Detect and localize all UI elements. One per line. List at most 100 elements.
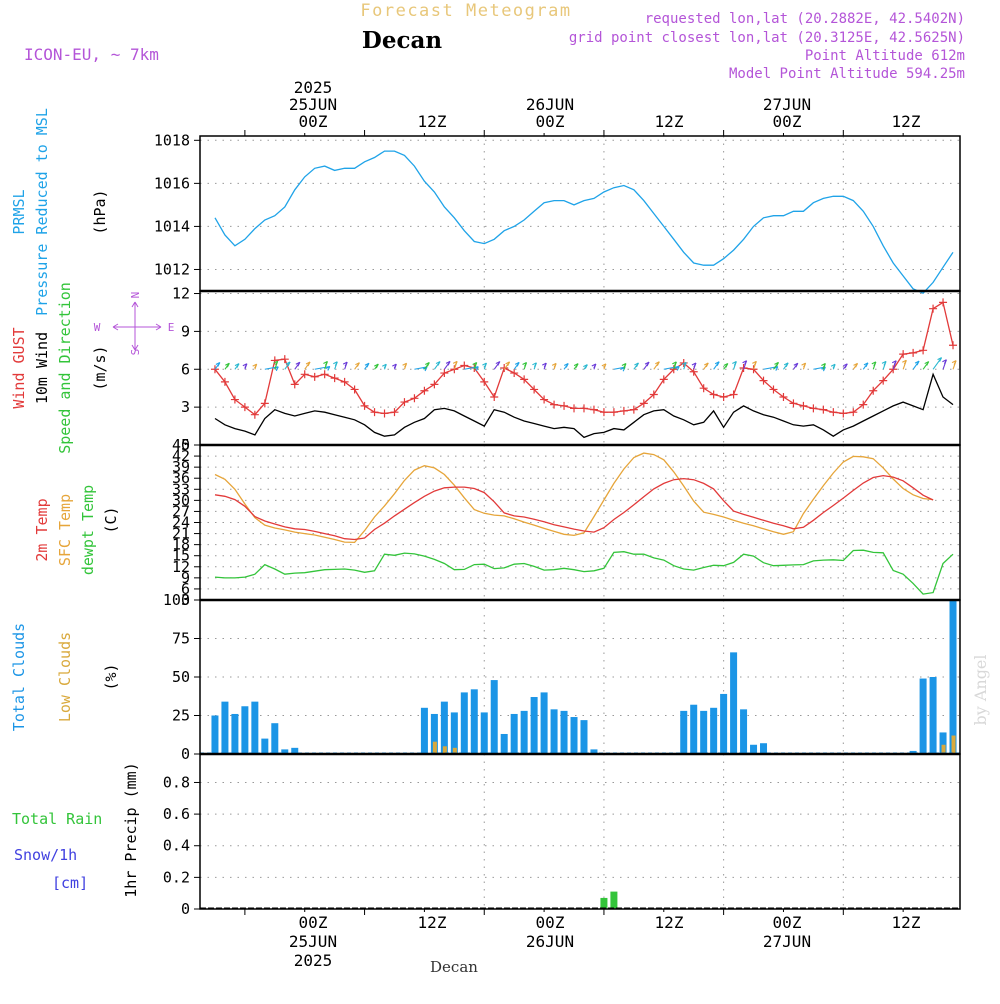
rain-bar — [600, 897, 608, 909]
bottom-time-label: 12Z — [892, 913, 921, 932]
gust-marker — [460, 361, 469, 370]
gust-marker — [819, 405, 828, 414]
total-cloud-bar — [750, 744, 758, 754]
total-cloud-bar — [460, 692, 468, 754]
temp-ytick-label: 39 — [172, 458, 190, 476]
wind-direction-arrowhead — [681, 361, 687, 367]
temp-label-dewpt: dewpt Temp — [79, 485, 97, 575]
wind-label-10m: 10m Wind — [33, 332, 51, 404]
bottom-date-label: 27JUN — [763, 932, 811, 951]
temp-ytick-label: 45 — [172, 436, 190, 454]
temp-ytick-label: 21 — [172, 525, 190, 543]
wind-compass: N W E S — [94, 292, 175, 356]
low-cloud-bar — [432, 741, 437, 754]
bottom-time-label: 00Z — [536, 913, 565, 932]
top-date-label: 27JUN — [763, 95, 811, 114]
wind-direction-arrowhead — [732, 360, 737, 366]
wind-direction-arrowhead — [225, 362, 230, 368]
wind-direction-arrowhead — [843, 363, 848, 369]
gust-marker — [480, 377, 489, 386]
wind-direction-arrowhead — [783, 362, 789, 368]
cloud-label-total: Total Clouds — [10, 623, 28, 731]
total-cloud-bar — [929, 677, 937, 754]
bottom-time-label: 00Z — [773, 913, 802, 932]
bottom-time-label: 12Z — [655, 913, 684, 932]
gust-marker — [719, 393, 728, 402]
temp-ytick-label: 24 — [172, 514, 190, 532]
total-cloud-bar — [231, 713, 239, 754]
bottom-date-label: 25JUN — [289, 932, 337, 951]
total-cloud-bar — [680, 710, 688, 754]
low-cloud-bar — [442, 746, 447, 754]
total-cloud-bar — [241, 706, 249, 754]
gust-marker — [310, 372, 319, 381]
pressure-ytick-label: 1018 — [154, 131, 190, 149]
temp-ytick-label: 18 — [172, 536, 190, 554]
gust-marker — [520, 375, 529, 384]
gust-marker — [639, 399, 648, 408]
wind-direction-arrow — [414, 366, 428, 370]
temp-2m-line — [214, 474, 934, 541]
wind-frame — [199, 290, 961, 446]
wind-direction-arrowhead — [325, 366, 331, 371]
temp-ytick-label: 15 — [172, 547, 190, 565]
low-cloud-bar — [951, 735, 956, 754]
top-date-label: 26JUN — [526, 95, 574, 114]
total-cloud-bar — [560, 710, 568, 754]
total-cloud-bar — [490, 680, 498, 754]
pressure-ytick-label: 1012 — [154, 260, 190, 278]
gust-marker — [380, 409, 389, 418]
wind-direction-arrowhead — [364, 362, 370, 368]
precip-frame — [199, 753, 961, 910]
total-cloud-bar — [450, 712, 458, 754]
compass-s: S — [129, 349, 142, 356]
temp-ytick-label: 30 — [172, 491, 190, 509]
wind-direction-arrowhead — [242, 363, 248, 368]
top-time-label: 12Z — [418, 112, 447, 131]
gust-marker — [240, 403, 249, 412]
total-cloud-bar — [909, 750, 917, 754]
wind-direction-arrowhead — [402, 362, 408, 368]
low-cloud-bar — [941, 744, 946, 754]
gust-marker — [440, 369, 449, 378]
wind-direction-arrowhead — [914, 360, 920, 366]
clouds-ytick-label: 100 — [163, 591, 190, 609]
gust-marker — [530, 385, 539, 394]
pressure-frame — [199, 135, 961, 292]
gust-marker — [839, 409, 848, 418]
wind-direction-arrowhead — [532, 362, 537, 368]
temp-ytick-label: 9 — [181, 569, 190, 587]
wind-line — [214, 372, 954, 439]
gust-marker — [919, 346, 928, 355]
precip-units: 1hr Precip (mm) — [122, 762, 140, 897]
gust-marker — [270, 356, 279, 365]
gust-marker — [619, 406, 628, 415]
wind-direction-arrow — [314, 365, 330, 370]
total-cloud-bar — [590, 749, 598, 754]
total-cloud-bar — [550, 709, 558, 754]
total-cloud-bar — [281, 749, 289, 754]
wind-direction-arrowhead — [891, 360, 897, 365]
wind-direction-arrowhead — [573, 363, 579, 368]
pressure-ytick-label: 1014 — [154, 217, 190, 235]
gust-marker — [729, 390, 738, 399]
gust-marker — [490, 393, 499, 402]
wind-label-gust: Wind GUST — [10, 327, 28, 408]
wind-direction-arrowhead — [942, 359, 947, 364]
wind-direction-arrowhead — [425, 362, 430, 367]
total-cloud-bar — [720, 693, 728, 754]
gust-marker — [540, 395, 549, 404]
gust-marker — [869, 386, 878, 395]
wind-direction-arrow — [663, 365, 680, 370]
wind-direction-arrowhead — [522, 362, 528, 367]
gust-marker — [579, 404, 588, 413]
gust-marker — [320, 370, 329, 379]
gust-marker — [599, 408, 608, 417]
wind-direction-arrowhead — [273, 360, 279, 366]
pressure-label-prmsl: PRMSL — [10, 189, 28, 234]
top-time-label: 12Z — [655, 112, 684, 131]
wind-direction-arrowhead — [333, 361, 338, 367]
total-cloud-bar — [440, 701, 448, 754]
gust-line — [214, 301, 954, 416]
wind-direction-arrowhead — [323, 360, 328, 366]
